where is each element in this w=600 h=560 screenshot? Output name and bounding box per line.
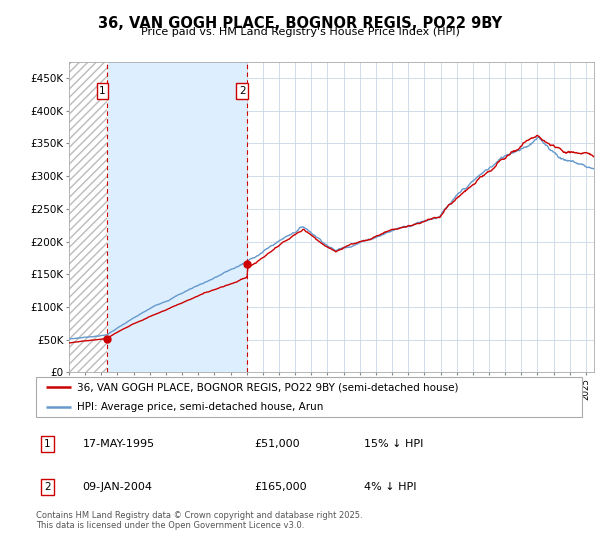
Text: 1: 1 bbox=[44, 439, 51, 449]
Text: 09-JAN-2004: 09-JAN-2004 bbox=[82, 482, 152, 492]
Text: £51,000: £51,000 bbox=[254, 439, 300, 449]
Text: 17-MAY-1995: 17-MAY-1995 bbox=[82, 439, 155, 449]
Text: £165,000: £165,000 bbox=[254, 482, 307, 492]
Text: 2: 2 bbox=[44, 482, 51, 492]
Text: 36, VAN GOGH PLACE, BOGNOR REGIS, PO22 9BY (semi-detached house): 36, VAN GOGH PLACE, BOGNOR REGIS, PO22 9… bbox=[77, 382, 458, 393]
Text: 1: 1 bbox=[99, 86, 106, 96]
Text: Contains HM Land Registry data © Crown copyright and database right 2025.
This d: Contains HM Land Registry data © Crown c… bbox=[36, 511, 362, 530]
Text: HPI: Average price, semi-detached house, Arun: HPI: Average price, semi-detached house,… bbox=[77, 402, 323, 412]
Text: 2: 2 bbox=[239, 86, 245, 96]
Text: 36, VAN GOGH PLACE, BOGNOR REGIS, PO22 9BY: 36, VAN GOGH PLACE, BOGNOR REGIS, PO22 9… bbox=[98, 16, 502, 31]
Text: 4% ↓ HPI: 4% ↓ HPI bbox=[364, 482, 416, 492]
FancyBboxPatch shape bbox=[36, 377, 582, 417]
Text: Price paid vs. HM Land Registry's House Price Index (HPI): Price paid vs. HM Land Registry's House … bbox=[140, 27, 460, 37]
Text: 15% ↓ HPI: 15% ↓ HPI bbox=[364, 439, 423, 449]
